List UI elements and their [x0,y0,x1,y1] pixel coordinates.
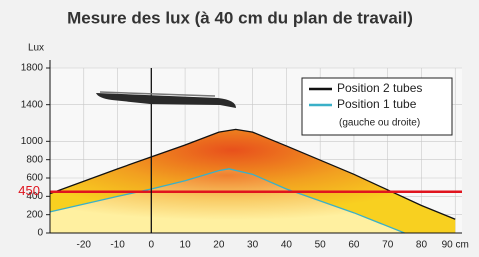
y-tick-label: 1800 [21,63,44,74]
y-tick-label: 600 [26,173,43,184]
reference-label: 450 [18,183,40,198]
x-tick-label: -20 [77,240,92,251]
legend-label: Position 2 tubes [337,81,422,95]
x-tick-label: 80 [416,240,428,251]
x-tick-label: 50 [315,240,327,251]
y-tick-label: 1000 [21,136,44,147]
x-tick-label: 60 [348,240,360,251]
y-tick-label: 200 [26,209,43,220]
y-tick-label: 0 [37,228,43,239]
x-tick-label: 30 [247,240,259,251]
x-tick-label: -10 [110,240,125,251]
x-tick-label: 20 [213,240,225,251]
legend-label: Position 1 tube [337,97,417,111]
x-tick-label: 70 [382,240,394,251]
x-tick-label: 10 [180,240,192,251]
x-tick-label: 0 [149,240,155,251]
y-axis-label: Lux [28,43,44,54]
chart: Mesure des lux (à 40 cm du plan de trava… [0,0,479,257]
x-tick-label: 90 cm [442,240,469,251]
chart-title: Mesure des lux (à 40 cm du plan de trava… [67,8,413,27]
y-tick-label: 800 [26,154,43,165]
x-tick-label: 40 [281,240,293,251]
legend-note: (gauche ou droite) [339,118,420,129]
y-tick-label: 1400 [21,99,44,110]
legend: Position 2 tubes Position 1 tube (gauche o… [302,78,452,135]
